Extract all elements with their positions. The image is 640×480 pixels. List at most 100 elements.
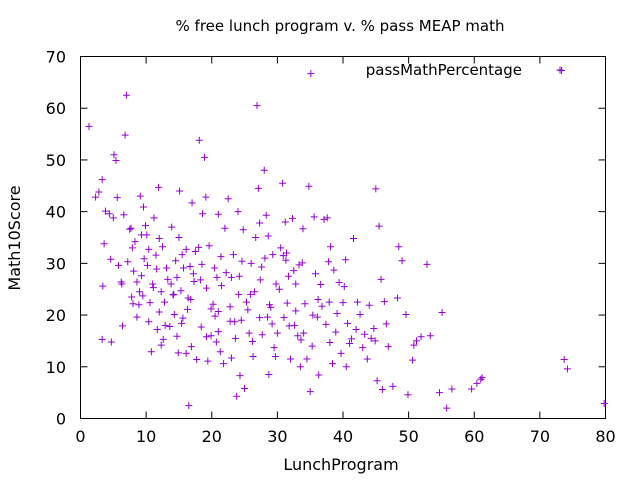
data-point	[342, 256, 350, 264]
data-point	[98, 176, 106, 184]
y-tick-label: 40	[46, 203, 66, 222]
data-point	[149, 284, 157, 292]
data-point	[393, 294, 401, 302]
data-point	[402, 311, 410, 319]
y-tick-label: 70	[46, 48, 66, 67]
data-point	[205, 242, 213, 250]
data-point	[167, 280, 175, 288]
data-point	[231, 318, 239, 326]
data-point	[245, 329, 253, 337]
data-point	[426, 332, 434, 340]
data-point	[85, 122, 93, 130]
data-point	[183, 305, 191, 313]
data-point	[224, 195, 232, 203]
data-point	[262, 211, 270, 219]
x-tick-label: 20	[202, 427, 222, 446]
data-point	[258, 331, 266, 339]
data-point	[172, 257, 180, 265]
data-point	[141, 222, 149, 230]
data-point	[266, 301, 273, 309]
data-point	[115, 261, 123, 269]
data-point	[149, 280, 157, 288]
data-point	[209, 300, 217, 308]
data-point	[234, 208, 242, 216]
data-point	[330, 266, 338, 274]
data-point	[128, 244, 136, 252]
data-point	[204, 357, 212, 365]
data-point	[226, 317, 234, 325]
data-point	[253, 102, 261, 110]
data-point	[143, 261, 151, 269]
data-point	[217, 253, 225, 261]
series-points	[85, 66, 608, 412]
data-point	[335, 278, 343, 286]
data-point	[133, 313, 141, 321]
data-point	[314, 296, 322, 304]
data-point	[189, 270, 197, 278]
data-point	[308, 342, 316, 350]
data-point	[265, 371, 273, 379]
data-point	[375, 222, 383, 230]
data-point	[311, 270, 319, 278]
data-point	[235, 290, 243, 298]
data-point	[370, 325, 378, 333]
data-point	[378, 386, 386, 394]
data-point	[214, 307, 222, 315]
data-point	[182, 245, 190, 253]
data-point	[198, 260, 206, 268]
data-point	[398, 257, 406, 265]
data-point	[342, 363, 350, 371]
data-point	[203, 284, 210, 292]
data-point	[140, 255, 148, 263]
data-point	[395, 243, 403, 251]
data-point	[187, 296, 195, 304]
data-point	[264, 232, 272, 240]
data-point	[179, 314, 187, 322]
data-point	[344, 319, 352, 327]
data-point	[244, 306, 252, 314]
data-point	[199, 210, 207, 218]
x-tick-label: 50	[398, 427, 418, 446]
data-point	[220, 360, 228, 368]
data-point	[140, 203, 147, 211]
data-point	[305, 182, 313, 190]
data-point	[130, 267, 138, 275]
data-point	[384, 343, 392, 351]
data-point	[435, 389, 443, 397]
data-point	[202, 193, 210, 201]
data-point	[325, 258, 333, 266]
data-point	[236, 372, 244, 380]
data-point	[136, 192, 144, 200]
data-point	[309, 311, 317, 319]
data-point	[256, 219, 264, 227]
data-point	[280, 314, 288, 322]
data-point	[346, 340, 354, 348]
data-point	[600, 400, 608, 408]
data-point	[157, 288, 165, 296]
data-point	[214, 210, 222, 218]
data-point	[473, 379, 481, 387]
data-point	[271, 352, 279, 360]
data-point	[332, 328, 340, 336]
data-point	[382, 320, 390, 328]
data-point	[238, 257, 246, 265]
data-point	[350, 235, 357, 243]
data-point	[277, 244, 285, 252]
data-point	[227, 273, 235, 281]
data-point	[231, 334, 239, 342]
data-point	[237, 316, 245, 324]
data-point	[337, 349, 345, 357]
data-point	[256, 314, 264, 322]
data-point	[229, 251, 237, 259]
data-point	[101, 207, 109, 215]
data-point	[126, 225, 134, 233]
data-point	[98, 335, 106, 343]
data-point	[249, 352, 257, 360]
data-point	[283, 299, 291, 307]
x-tick-label: 70	[530, 427, 550, 446]
data-point	[417, 333, 425, 341]
data-point	[195, 243, 203, 251]
data-point	[170, 311, 178, 319]
data-point	[352, 326, 360, 334]
data-point	[310, 213, 318, 221]
